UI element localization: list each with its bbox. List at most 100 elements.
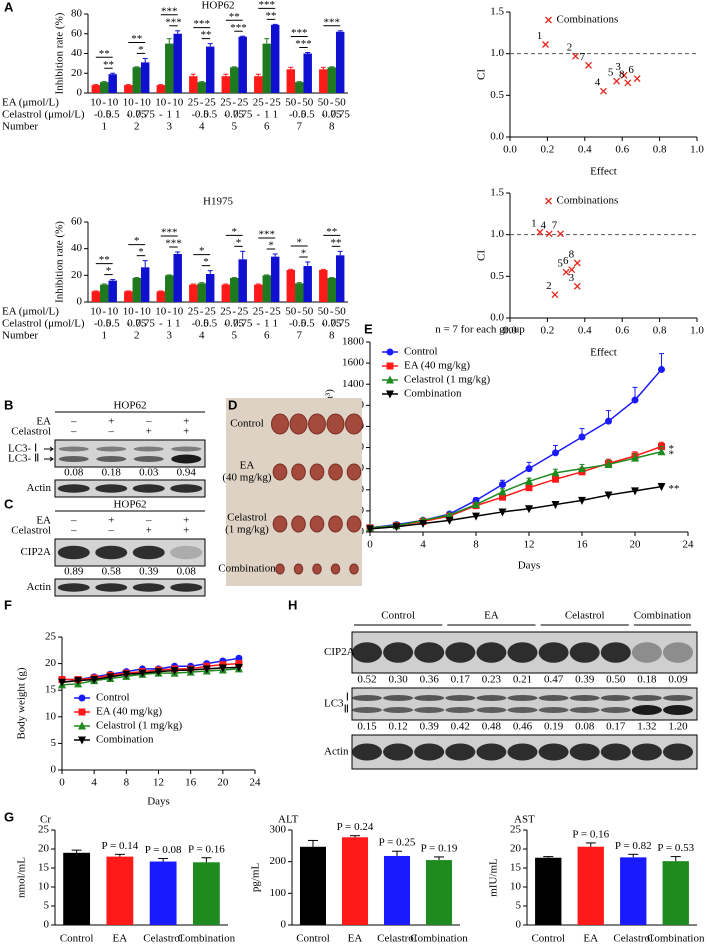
blot-quant: 1.20 (668, 721, 688, 733)
blot-band (600, 707, 631, 713)
table-cell: 25 (237, 306, 249, 318)
bar (230, 278, 239, 302)
blot-band (170, 545, 203, 560)
blot-band (414, 642, 445, 663)
tumor (309, 463, 325, 481)
x-tick-label: Combination (178, 933, 236, 945)
blot-band (383, 642, 414, 663)
table-cell: - (232, 97, 236, 109)
significance-label: * (203, 256, 209, 268)
significance-label: * (199, 245, 205, 257)
table-cell: 0.5 (106, 318, 120, 330)
blot-band (476, 642, 507, 663)
marker (658, 365, 665, 373)
legend-label: EA (40 mg/kg) (404, 360, 470, 372)
y-tick-label: 1.0 (490, 228, 504, 240)
table-cell: - (256, 109, 260, 121)
significance-label: * (138, 246, 144, 258)
blot-quant: 0.17 (606, 721, 626, 733)
blot-band (58, 456, 89, 462)
bar (108, 280, 117, 302)
table-cell: 0.5 (97, 318, 111, 330)
table-cell: 0.75 (136, 109, 156, 121)
y-tick-label: 0 (516, 919, 522, 931)
x-tick-label: 6 (264, 121, 270, 133)
blot-band (57, 583, 90, 592)
x-tick-label: 20 (630, 539, 642, 551)
y-tick-label: 0.0 (490, 312, 504, 324)
blot-cell: + (146, 426, 152, 438)
tumor-group-label: Celastrol (227, 512, 267, 524)
p-value-label: P = 0.16 (572, 828, 609, 840)
chart-title: n = 7 for each group (435, 324, 525, 336)
blot-band (569, 743, 600, 761)
y-tick-label: 40 (71, 242, 83, 254)
table-cell: 0.5 (301, 109, 315, 121)
series-line (61, 668, 239, 686)
table-cell: - (167, 97, 171, 109)
chart-title: ALT (278, 814, 299, 826)
y-tick-label: 20 (71, 67, 83, 79)
bar (425, 860, 453, 925)
table-cell: - (330, 97, 334, 109)
bar (662, 861, 689, 925)
marker (419, 520, 427, 529)
bar (262, 43, 271, 93)
tumor (291, 463, 306, 481)
blot-band (507, 695, 538, 701)
bar (535, 857, 562, 925)
blot-band (445, 743, 476, 761)
x-tick-label: 0 (367, 539, 373, 551)
significance-label: *** (324, 16, 341, 28)
bar (197, 283, 206, 302)
blot-band (57, 484, 90, 493)
table-row-label: Celastrol (μmol/L) (2, 109, 85, 121)
table-cell: 50 (335, 97, 347, 109)
marker (498, 487, 507, 496)
significance-label: ** (103, 59, 114, 71)
bar (254, 284, 263, 302)
blot-band (476, 695, 507, 701)
y-tick-label: 0.5 (490, 89, 504, 101)
x-tick-label: Celastrol (143, 933, 183, 945)
table-cell: - (289, 318, 293, 330)
blot-quant: 0.58 (102, 566, 122, 578)
blot-group-label: Control (381, 610, 415, 622)
tumor (309, 515, 325, 533)
bar (254, 76, 263, 93)
marker (386, 375, 394, 384)
y-axis-label: Body weight (g) (16, 667, 28, 739)
table-cell: 50 (318, 97, 330, 109)
blot-band (383, 743, 414, 761)
blot-band (663, 642, 693, 663)
tumor (271, 413, 289, 435)
x-axis-label: Effect (590, 166, 617, 178)
blot-band (133, 456, 164, 462)
y-axis-label: Inhibition rate (%) (54, 12, 66, 94)
x-tick-label: 4 (91, 777, 97, 789)
x-tick-label: 0 (59, 777, 65, 789)
marker (202, 665, 211, 674)
bar (189, 284, 198, 302)
significance-label: ** (229, 11, 240, 23)
significance-label: *** (161, 5, 178, 17)
y-tick-label: 1.5 (490, 187, 504, 199)
table-cell: - (191, 109, 195, 121)
blot-quant: 0.08 (64, 467, 84, 479)
blot-row-label: Celastrol (11, 525, 51, 537)
tumor-group-label: (1 mg/kg) (225, 524, 269, 536)
marker (78, 708, 86, 716)
blot-band (631, 705, 662, 715)
blot-band (538, 743, 569, 761)
table-cell: - (102, 97, 106, 109)
blot-arrow (44, 456, 54, 462)
significance-label: * (106, 265, 112, 277)
blot-label: CIP2A (324, 646, 355, 658)
y-tick-label: 0 (77, 87, 83, 99)
blot-row-label: Celastrol (11, 426, 51, 438)
blot-band (631, 642, 662, 663)
table-cell: 10 (155, 306, 167, 318)
marker (499, 493, 506, 501)
blot-band (445, 695, 476, 701)
